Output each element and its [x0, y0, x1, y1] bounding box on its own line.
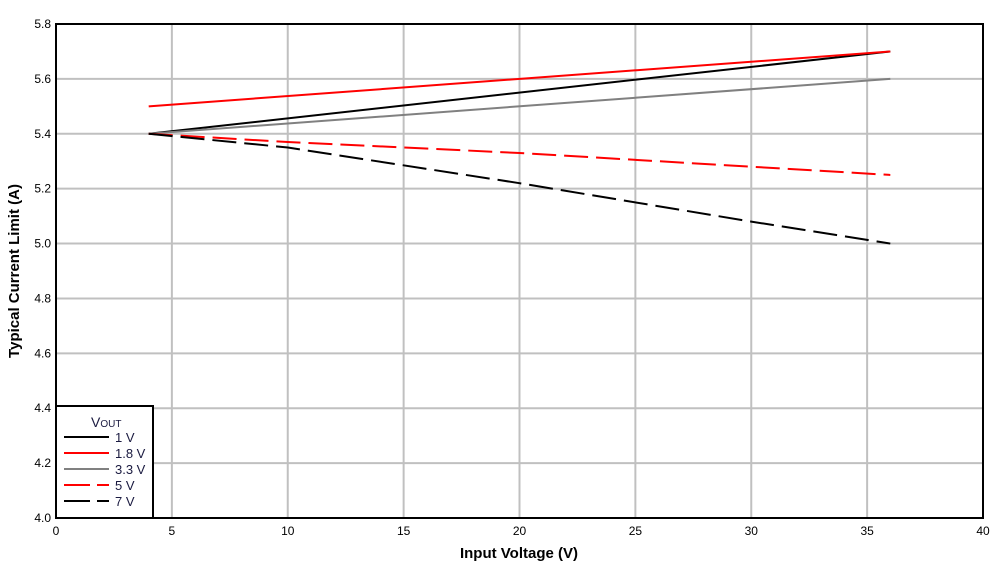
y-tick-label: 5.4 [34, 127, 51, 141]
series-line-1-V [148, 50, 891, 135]
x-tick-label: 20 [513, 524, 527, 538]
y-tick-label: 4.2 [34, 456, 51, 470]
x-tick-label: 15 [397, 524, 411, 538]
legend-label: 5 V [115, 478, 135, 493]
y-tick-label: 5.0 [34, 237, 51, 251]
x-tick-label: 35 [860, 524, 874, 538]
legend: VOUT 1 V1.8 V3.3 V5 V7 V [55, 405, 154, 519]
legend-box [55, 405, 154, 519]
x-tick-label: 0 [53, 524, 60, 538]
x-tick-label: 10 [281, 524, 295, 538]
series-line-1-8-V [148, 50, 891, 108]
y-tick-label: 5.8 [34, 17, 51, 31]
y-tick-label: 5.6 [34, 72, 51, 86]
legend-label: 3.3 V [115, 462, 146, 477]
series-line-7-V [148, 132, 891, 245]
plot-frame [55, 23, 984, 519]
series-line-3-3-V [148, 77, 891, 135]
y-tick-label: 5.2 [34, 182, 51, 196]
x-tick-label: 25 [629, 524, 643, 538]
y-tick-label: 4.0 [34, 511, 51, 525]
legend-label: 7 V [115, 494, 135, 509]
x-axis-label: Input Voltage (V) [460, 545, 578, 562]
x-tick-label: 40 [976, 524, 990, 538]
legend-label: 1 V [115, 430, 135, 445]
legend-title: VOUT [91, 414, 121, 430]
y-axis-label: Typical Current Limit (A) [6, 184, 23, 358]
y-tick-label: 4.6 [34, 346, 51, 360]
y-tick-label: 4.8 [34, 291, 51, 305]
legend-label: 1.8 V [115, 446, 146, 461]
x-tick-label: 30 [745, 524, 759, 538]
series-line-5-V [148, 132, 891, 176]
y-tick-label: 4.4 [34, 401, 51, 415]
x-tick-label: 5 [169, 524, 176, 538]
